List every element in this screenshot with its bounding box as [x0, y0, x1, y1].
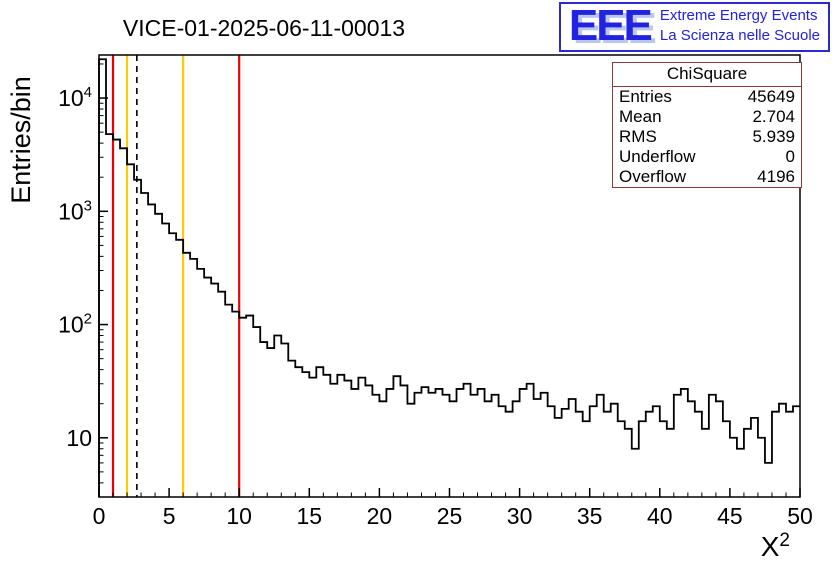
stats-label: RMS — [619, 127, 657, 146]
eee-logo-text: Extreme Energy Events La Scienza nelle S… — [660, 6, 820, 47]
x-tick-label: 10 — [226, 503, 252, 529]
eee-logo-acronym: EEE — [568, 1, 653, 50]
stats-row-mean: Mean 2.704 — [613, 107, 801, 127]
eee-logo-line1: Extreme Energy Events — [659, 6, 818, 24]
x-tick-label: 0 — [93, 503, 106, 529]
stats-value: 0 — [785, 147, 795, 166]
stats-row-underflow: Underflow 0 — [613, 147, 801, 167]
stats-value: 5.939 — [752, 127, 795, 146]
eee-logo-line2: La Scienza nelle Scuole — [659, 27, 820, 44]
stats-label: Underflow — [619, 147, 696, 166]
x-tick-label: 15 — [297, 503, 323, 529]
x-tick-label: 30 — [507, 503, 533, 529]
eee-logo: EEE Extreme Energy Events La Scienza nel… — [558, 1, 830, 52]
y-axis-title: Entries/bin — [6, 76, 36, 204]
x-tick-label: 35 — [577, 503, 603, 529]
stats-label: Mean — [619, 107, 662, 126]
histogram-line — [98, 58, 800, 497]
stats-label: Overflow — [619, 167, 687, 186]
x-axis-title: X2 — [761, 530, 790, 562]
x-tick-label: 45 — [717, 503, 743, 529]
x-tick-label: 20 — [367, 503, 393, 529]
y-tick-label: 10 — [66, 425, 92, 451]
x-tick-label: 40 — [647, 503, 673, 529]
stats-value: 45649 — [747, 87, 795, 106]
stats-row-overflow: Overflow 4196 — [613, 167, 801, 187]
stats-box: ChiSquare Entries 45649 Mean 2.704 RMS 5… — [612, 62, 802, 188]
y-tick-label: 104 — [58, 84, 92, 111]
x-tick-label: 25 — [437, 503, 463, 529]
y-tick-label: 103 — [58, 197, 92, 224]
stats-row-rms: RMS 5.939 — [613, 127, 801, 147]
stats-value: 2.704 — [752, 107, 795, 126]
x-tick-label: 50 — [787, 503, 813, 529]
stats-row-entries: Entries 45649 — [613, 87, 801, 107]
stats-label: Entries — [619, 87, 672, 106]
x-tick-label: 5 — [163, 503, 176, 529]
stats-value: 4196 — [757, 167, 795, 186]
stats-title: ChiSquare — [613, 63, 801, 87]
chart-title: VICE-01-2025-06-11-00013 — [123, 15, 405, 41]
y-tick-label: 102 — [58, 311, 92, 338]
